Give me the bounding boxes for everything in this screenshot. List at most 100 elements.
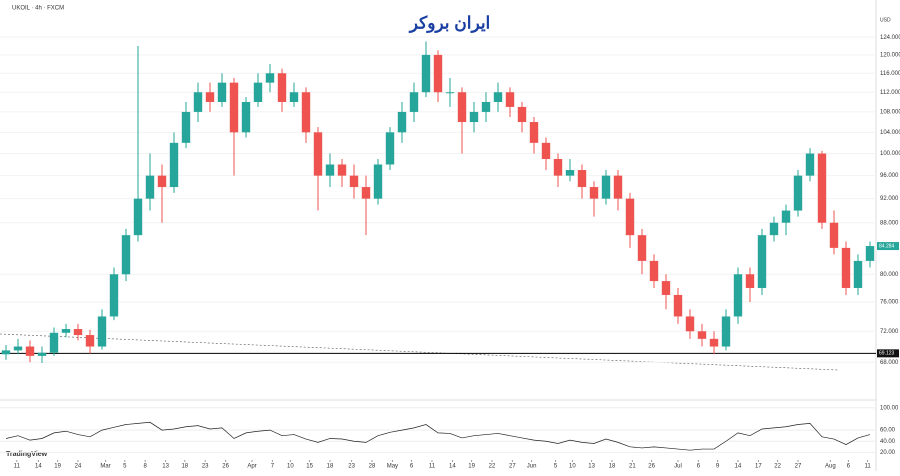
candle-body <box>61 329 71 333</box>
candle-body <box>121 235 131 275</box>
candle-body <box>541 142 551 159</box>
x-tick-label: 7 <box>271 464 275 470</box>
y-tick-label: 80.000 <box>880 272 899 278</box>
candle-body <box>349 175 359 188</box>
x-tick-label: 11 <box>864 464 871 470</box>
y-tick-label: 112.000 <box>880 90 900 96</box>
x-tick-label: 6 <box>410 464 414 470</box>
x-tick-label: 11 <box>14 464 21 470</box>
candle-body <box>529 122 539 143</box>
candle-body <box>697 331 707 339</box>
symbol: UKOIL · 4h · FXCM <box>12 6 64 12</box>
candle-body <box>181 111 191 143</box>
candle-body <box>817 153 827 223</box>
x-tick-label: 11 <box>429 464 436 470</box>
x-tick-label: 22 <box>774 464 781 470</box>
candle-body <box>397 111 407 133</box>
y-tick-label: 124.000 <box>880 35 900 41</box>
candle-body <box>757 235 767 288</box>
y-tick-label: 100.000 <box>880 151 900 157</box>
candle-body <box>49 332 59 353</box>
x-tick-label: 10 <box>287 464 294 470</box>
candle-body <box>685 316 695 332</box>
x-tick-label: 13 <box>162 464 169 470</box>
candle-body <box>745 274 755 288</box>
candle-body <box>661 281 671 295</box>
x-tick-label: Apr <box>247 464 256 470</box>
x-tick-label: 18 <box>327 464 334 470</box>
candle-body <box>565 170 575 176</box>
candle-body <box>445 92 455 94</box>
candle-body <box>133 198 143 236</box>
y-tick-label: 100.00 <box>880 405 899 411</box>
price-line-label: 69.123 <box>879 351 895 357</box>
x-tick-label: 23 <box>348 464 355 470</box>
candle-body <box>421 54 431 93</box>
candle-body <box>577 170 587 188</box>
x-tick-label: 6 <box>697 464 701 470</box>
price-line-badge <box>877 349 899 358</box>
candle-body <box>217 82 227 102</box>
candle-body <box>853 260 863 288</box>
candle-body <box>553 158 563 176</box>
candle-body <box>73 329 83 336</box>
x-tick-label: 19 <box>468 464 475 470</box>
candle-body <box>337 164 347 176</box>
candle-body <box>85 335 95 347</box>
y-tick-label: 72.000 <box>880 329 899 335</box>
currency: USD <box>880 17 891 23</box>
x-tick-label: 24 <box>75 464 82 470</box>
x-tick-label: Jul <box>674 464 682 470</box>
candle-body <box>241 101 251 133</box>
x-tick-label: 6 <box>847 464 851 470</box>
x-tick-label: 14 <box>449 464 456 470</box>
candle-body <box>709 338 719 347</box>
x-tick-label: 27 <box>795 464 802 470</box>
candle-body <box>301 92 311 133</box>
candle-body <box>457 92 467 123</box>
candle-body <box>481 101 491 112</box>
rsi-line <box>5 421 871 451</box>
candle-body <box>169 142 179 188</box>
candle-body <box>97 316 107 347</box>
candle-body <box>637 235 647 261</box>
candle-body <box>289 92 299 102</box>
candle-body <box>469 111 479 123</box>
candle-body <box>781 210 791 223</box>
candle-body <box>625 198 635 236</box>
x-tick-label: May <box>387 464 398 470</box>
x-tick-label: 10 <box>569 464 576 470</box>
x-tick-label: Aug <box>825 464 836 470</box>
candle-body <box>385 132 395 165</box>
candle-body <box>517 106 527 123</box>
candle-body <box>37 352 47 356</box>
x-tick-label: 18 <box>181 464 188 470</box>
candle-body <box>361 187 371 199</box>
candle-body <box>109 274 119 317</box>
x-tick-label: 15 <box>306 464 313 470</box>
x-tick-label: 13 <box>588 464 595 470</box>
x-tick-label: 14 <box>35 464 42 470</box>
candle-body <box>733 274 743 317</box>
x-tick-label: 5 <box>554 464 558 470</box>
x-tick-label: Jun <box>527 464 537 470</box>
x-tick-label: 27 <box>509 464 516 470</box>
candle-body <box>253 82 263 102</box>
y-tick-label: 108.000 <box>880 109 900 115</box>
candle-body <box>841 247 851 288</box>
x-tick-label: 18 <box>609 464 616 470</box>
candle-body <box>265 73 275 83</box>
candle-body <box>373 164 383 199</box>
candle-body <box>205 92 215 102</box>
x-tick-label: 22 <box>489 464 496 470</box>
candle-body <box>409 92 419 112</box>
y-tick-label: 116.000 <box>880 71 900 77</box>
y-tick-label: 40.00 <box>880 439 896 445</box>
candle-body <box>829 222 839 248</box>
candle-body <box>721 316 731 347</box>
candle-body <box>313 132 323 176</box>
x-tick-label: 26 <box>222 464 229 470</box>
candle-body <box>793 175 803 211</box>
candle-body <box>229 82 239 133</box>
